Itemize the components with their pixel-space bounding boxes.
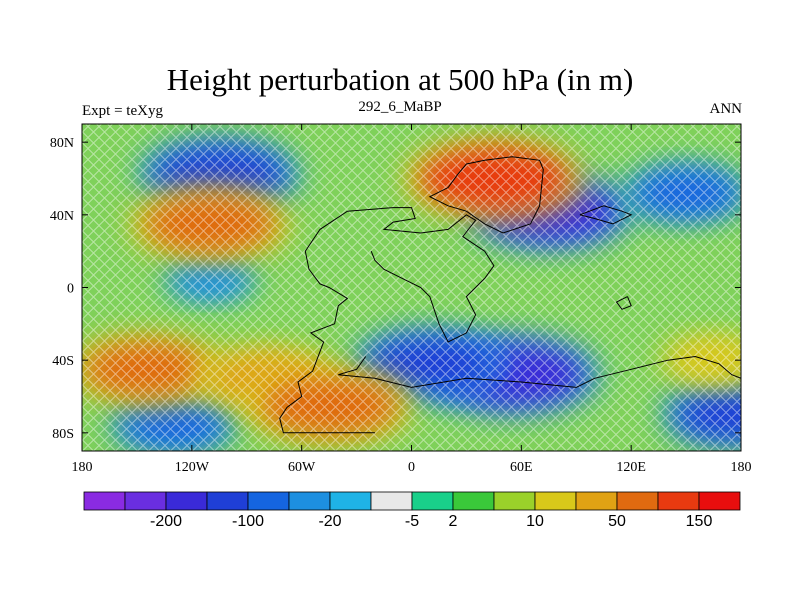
experiment-label: Expt = teXyg xyxy=(82,103,163,119)
coastline xyxy=(615,296,632,310)
y-tick-label: 40S xyxy=(52,354,74,369)
x-tick-label: 120E xyxy=(616,460,646,475)
colorbar-swatch xyxy=(247,491,290,511)
coastline xyxy=(579,205,633,225)
colorbar-swatch xyxy=(83,491,126,511)
colorbar-swatch xyxy=(575,491,618,511)
x-tick-label: 180 xyxy=(731,460,752,475)
colorbar-label: -20 xyxy=(318,513,341,530)
colorbar-swatch xyxy=(698,491,741,511)
x-tick-label: 60E xyxy=(510,460,533,475)
colorbar-swatch xyxy=(206,491,249,511)
chart-title: Height perturbation at 500 hPa (in m) xyxy=(166,62,634,97)
colorbar-swatch xyxy=(329,491,372,511)
hatch-overlay xyxy=(82,124,741,451)
colorbar-label: -5 xyxy=(405,513,419,530)
colorbar-swatch xyxy=(165,491,208,511)
coastline xyxy=(279,207,495,434)
colorbar-swatch xyxy=(452,491,495,511)
y-tick-label: 0 xyxy=(67,282,74,297)
x-tick-label: 60W xyxy=(288,460,316,475)
colorbar-swatch xyxy=(534,491,577,511)
colorbar-swatch xyxy=(616,491,659,511)
coastline xyxy=(338,355,741,388)
colorbar-label: 150 xyxy=(686,513,713,530)
case-label: 292_6_MaBP xyxy=(358,99,442,115)
axis-ticks: 180 120W 60W 0 60E 120E 180 80N 40N 0 40S 80S xyxy=(50,124,752,475)
colorbar-swatch xyxy=(657,491,700,511)
coastline xyxy=(428,156,544,234)
y-tick-label: 80S xyxy=(52,427,74,442)
colorbar-label: -100 xyxy=(232,513,264,530)
y-tick-label: 80N xyxy=(50,136,74,151)
y-tick-label: 40N xyxy=(50,209,74,224)
colorbar-swatch xyxy=(411,491,454,511)
colorbar-label: 10 xyxy=(526,513,544,530)
colorbar-label: 2 xyxy=(449,513,458,530)
colorbar-label: -200 xyxy=(150,513,182,530)
colorbar-swatch xyxy=(124,491,167,511)
colorbar-swatch xyxy=(288,491,331,511)
colorbar-swatch xyxy=(493,491,536,511)
x-tick-label: 120W xyxy=(175,460,210,475)
continent-outlines xyxy=(279,156,741,434)
colorbar: -200 -100 -20 -5 2 10 50 150 xyxy=(83,491,741,530)
x-tick-label: 0 xyxy=(408,460,415,475)
colorbar-label: 50 xyxy=(608,513,626,530)
colorbar-swatch xyxy=(370,491,413,511)
x-tick-label: 180 xyxy=(72,460,93,475)
season-label: ANN xyxy=(709,101,743,117)
